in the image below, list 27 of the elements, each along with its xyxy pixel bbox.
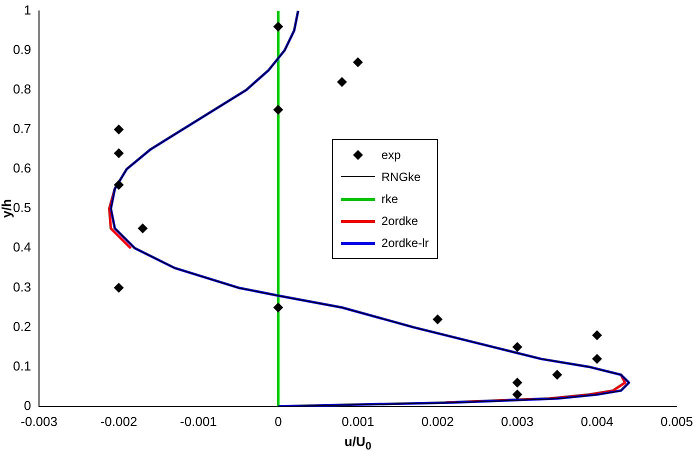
y-tick-label: 0.7 — [12, 121, 32, 136]
y-tick-label: 0.3 — [12, 279, 32, 294]
legend-label: rke — [381, 192, 398, 206]
y-tick-label: 0.5 — [12, 200, 32, 216]
x-axis-title: u/U$_{0}$ — [344, 434, 372, 453]
y-tick-label: 0 — [24, 398, 32, 413]
y-tick-label: 0.8 — [12, 82, 32, 96]
x-tick-label: 0.005 — [660, 414, 694, 429]
x-tick-label: -0.002 — [100, 414, 138, 429]
x-tick-label: -0.003 — [20, 414, 58, 429]
x-tick-label: 0.002 — [421, 414, 454, 429]
x-tick-label: 0 — [274, 414, 282, 429]
legend-label: 2ordke-lr — [381, 236, 429, 250]
y-tick-label: 0.4 — [12, 240, 32, 255]
y-axis-title: y/h — [0, 199, 14, 218]
legend-label: 2ordke — [381, 214, 418, 228]
y-tick-label: 0.6 — [12, 160, 32, 176]
y-tick-label: 1 — [24, 2, 32, 18]
x-tick-label: -0.001 — [180, 414, 217, 429]
y-tick-label: 0.2 — [12, 318, 32, 334]
legend-label: exp — [381, 148, 401, 162]
legend-label: RNGke — [381, 170, 421, 184]
y-tick-label: 0.9 — [12, 42, 32, 57]
y-tick-label: 0.1 — [12, 358, 32, 374]
x-tick-label: 0.004 — [580, 414, 614, 429]
x-tick-label: 0.001 — [342, 414, 374, 429]
x-tick-label: 0.003 — [501, 414, 534, 429]
